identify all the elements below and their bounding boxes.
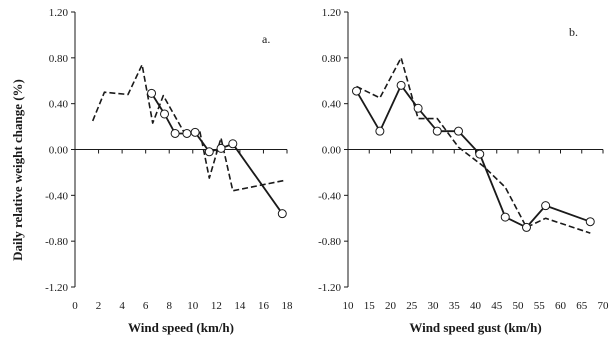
y-tick-label: -1.20 bbox=[318, 282, 341, 294]
data-point-marker bbox=[585, 217, 595, 227]
y-tick-label: 1.20 bbox=[49, 7, 69, 19]
x-tick-label: 14 bbox=[234, 300, 246, 312]
x-tick-label: 60 bbox=[555, 300, 567, 312]
y-tick-label: -0.80 bbox=[318, 236, 341, 248]
x-tick-label: 16 bbox=[258, 300, 270, 312]
data-point-marker bbox=[432, 126, 442, 136]
data-point-marker bbox=[147, 88, 157, 98]
data-point-marker bbox=[190, 127, 200, 137]
y-tick-label: -0.40 bbox=[45, 190, 68, 202]
y-tick-label: -1.20 bbox=[45, 282, 68, 294]
panel-b-letter: b. bbox=[569, 25, 578, 39]
x-tick-label: 0 bbox=[72, 300, 78, 312]
data-point-marker bbox=[160, 109, 170, 119]
data-point-marker bbox=[541, 201, 551, 211]
panel-b-marks bbox=[352, 56, 595, 234]
x-tick-label: 70 bbox=[598, 300, 610, 312]
data-point-marker bbox=[204, 147, 214, 157]
x-tick-label: 10 bbox=[343, 300, 355, 312]
panel-a-letter: a. bbox=[262, 32, 270, 46]
y-tick-label: 0.80 bbox=[322, 53, 342, 65]
panel-a-marks bbox=[91, 63, 287, 219]
data-point-marker bbox=[216, 143, 226, 153]
x-tick-label: 8 bbox=[166, 300, 172, 312]
data-point-marker bbox=[277, 209, 287, 219]
panel-b-axes: -1.20 -0.80 -0.40 0.00 0.40 0.80 1.20 10 15 20 25 3… bbox=[318, 7, 609, 312]
y-tick-label: 0.80 bbox=[49, 53, 69, 65]
x-tick-label: 18 bbox=[282, 300, 294, 312]
data-point-marker bbox=[228, 139, 238, 149]
x-tick-label: 12 bbox=[211, 300, 222, 312]
x-tick-label: 25 bbox=[406, 300, 418, 312]
data-point-marker bbox=[522, 222, 531, 232]
x-tick-label: 4 bbox=[119, 300, 125, 312]
panel-b-wind-speed-gust: -1.20 -0.80 -0.40 0.00 0.40 0.80 1.20 10 15 20 25 3… bbox=[318, 7, 609, 335]
panel-a-axes: -1.20 -0.80 -0.40 0.00 0.40 0.80 1.20 0 2 4 6 8 10 12… bbox=[45, 7, 293, 312]
series-line-solid bbox=[355, 84, 591, 229]
y-tick-label: 1.20 bbox=[322, 7, 342, 19]
data-point-marker bbox=[352, 86, 361, 96]
x-tick-label: 15 bbox=[364, 300, 376, 312]
data-point-marker bbox=[375, 126, 385, 136]
x-tick-label: 20 bbox=[385, 300, 397, 312]
x-tick-label: 6 bbox=[143, 300, 149, 312]
x-tick-label: 30 bbox=[428, 300, 440, 312]
x-tick-label: 55 bbox=[534, 300, 546, 312]
x-tick-label: 35 bbox=[449, 300, 461, 312]
y-axis-label: Daily relative weight change (%) bbox=[10, 79, 25, 261]
data-point-marker bbox=[500, 212, 510, 222]
x-tick-label: 40 bbox=[470, 300, 482, 312]
x-tick-label: 10 bbox=[187, 300, 199, 312]
y-tick-label: -0.80 bbox=[45, 236, 68, 248]
x-tick-label: 50 bbox=[513, 300, 525, 312]
panel-a-x-axis-label: Wind speed (km/h) bbox=[128, 320, 234, 335]
data-point-marker bbox=[182, 128, 192, 138]
series-line-dashed bbox=[356, 56, 591, 234]
y-tick-label: 0.00 bbox=[322, 145, 342, 157]
x-tick-label: 2 bbox=[96, 300, 102, 312]
data-point-marker bbox=[413, 103, 423, 113]
y-tick-label: -0.40 bbox=[318, 190, 341, 202]
y-tick-label: 0.00 bbox=[49, 145, 69, 157]
x-tick-label: 45 bbox=[491, 300, 503, 312]
data-point-marker bbox=[475, 149, 485, 159]
y-tick-label: 0.40 bbox=[49, 99, 69, 111]
y-tick-label: 0.40 bbox=[322, 99, 342, 111]
series-line-dashed bbox=[91, 63, 285, 192]
panel-a-wind-speed: -1.20 -0.80 -0.40 0.00 0.40 0.80 1.20 0 2 4 6 8 10 12… bbox=[45, 7, 293, 335]
x-tick-label: 65 bbox=[576, 300, 588, 312]
data-point-marker bbox=[170, 128, 180, 138]
data-point-marker bbox=[396, 80, 406, 90]
data-point-marker bbox=[454, 126, 463, 136]
panel-b-x-axis-label: Wind speed gust (km/h) bbox=[409, 320, 541, 335]
